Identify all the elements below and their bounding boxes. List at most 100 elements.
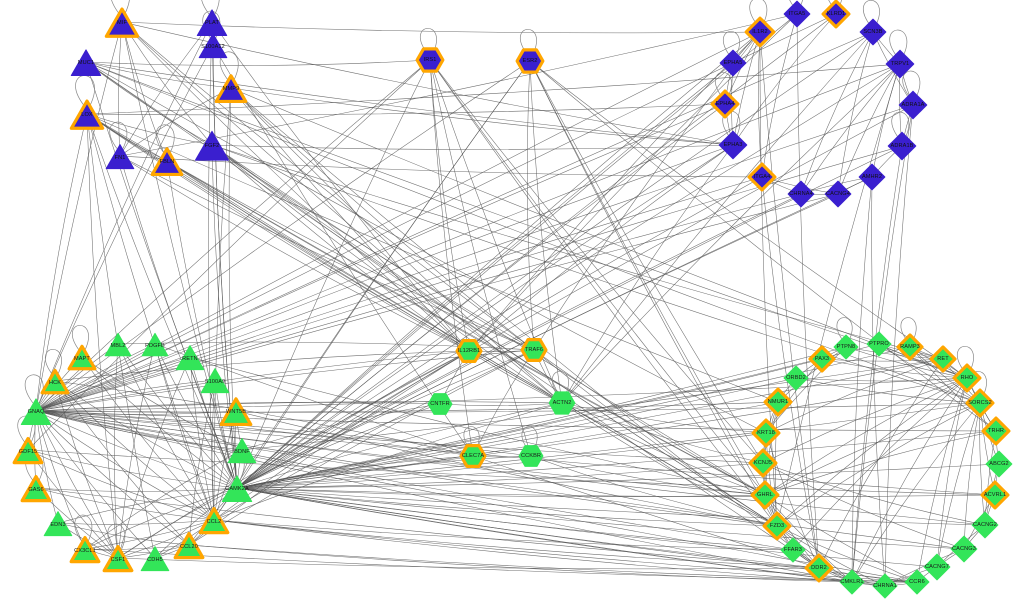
graph-node-s100a9[interactable]: S100A9 [200,365,230,395]
graph-node-ccr6[interactable]: CCR6 [904,569,930,595]
graph-node-krt18[interactable]: KRT18 [751,418,781,448]
graph-node-ramp3[interactable]: RAMP3 [896,333,924,361]
graph-node-edn3[interactable]: EDN3 [43,508,73,538]
graph-node-kcnj5[interactable]: KCNJ5 [748,448,778,478]
graph-node-sorcs2[interactable]: SORCS2 [965,388,995,418]
graph-node-ptpn8[interactable]: PTPN8 [833,334,859,360]
graph-node-cacng3[interactable]: CACNG3 [950,535,978,563]
graph-node-klrd1[interactable]: KLRD1 [821,0,851,29]
graph-node-actn2[interactable]: ACTN2 [548,389,576,417]
graph-node-muc1[interactable]: MUC1 [70,46,102,78]
graph-node-esr2[interactable]: ESR2 [515,47,545,75]
graph-node-epha3[interactable]: EPHA3 [718,130,748,160]
graph-node-lox[interactable]: LOX [69,97,105,131]
graph-node-mbl2[interactable]: MBL2 [104,330,132,358]
graph-node-wnt5b[interactable]: WNT5B [219,395,253,427]
graph-node-amhr2[interactable]: AMHR2 [858,163,886,191]
graph-node-itga5[interactable]: ITGA5 [783,0,811,28]
edge [119,13,798,157]
graph-node-nmur1[interactable]: NMUR1 [763,387,793,417]
edge [113,343,119,559]
graph-node-cdh5[interactable]: CDH5 [140,543,170,573]
edge [916,377,968,583]
self-loop-edge [723,30,740,57]
graph-node-pdgfb[interactable]: PDGFB [141,330,169,358]
graph-node-ffar3[interactable]: FFAR3 [780,537,806,563]
edge [189,356,215,521]
edge [27,449,996,496]
edge [764,377,968,496]
graph-node-fn1[interactable]: FN1 [105,141,135,171]
graph-node-gdf15[interactable]: GDF15 [12,435,44,465]
graph-node-pax3[interactable]: PAX3 [808,345,836,373]
edge [529,60,563,404]
graph-node-clec7a[interactable]: CLEC7A [459,443,487,469]
graph-node-acvrl1[interactable]: ACVRL1 [980,480,1010,510]
graph-node-gas6[interactable]: GAS6 [20,473,52,503]
graph-node-irs1[interactable]: IRS1 [415,46,445,74]
self-loop-edge [957,345,974,372]
graph-node-trpv1[interactable]: TRPV1 [885,49,915,79]
edge [761,13,798,178]
self-loop-edge [109,121,128,149]
self-loop-edge [463,426,480,450]
graph-node-gnaq[interactable]: GNAQ [20,395,52,427]
edge [86,113,215,521]
edge [533,31,761,351]
edge [236,193,802,489]
edge [241,403,441,451]
edge [241,358,944,451]
edge [85,61,968,379]
graph-node-camk2a[interactable]: CAMK2A [221,472,253,504]
edge [871,176,886,587]
graph-node-mif[interactable]: MIF [104,5,140,39]
edge [86,63,901,115]
graph-node-cckbr[interactable]: CCKBR [518,443,544,469]
edge [35,410,986,526]
edge [85,61,232,89]
graph-node-hck[interactable]: HCK [40,367,70,395]
graph-node-il1r2[interactable]: IL1R2 [744,16,776,48]
edge [54,380,190,546]
graph-node-mmp9[interactable]: MMP9 [214,72,248,104]
graph-node-chrna1[interactable]: CHRNA1 [872,573,898,599]
graph-node-fbln[interactable]: FBLN [150,145,184,177]
graph-node-cmklr1[interactable]: CMKLR1 [839,569,865,595]
edge [468,13,798,352]
graph-node-bdnf[interactable]: BDNF [227,435,257,465]
graph-node-ccl20[interactable]: CCL20 [173,530,205,560]
graph-node-abcg2[interactable]: ABCG2 [985,450,1013,478]
edge [35,410,190,546]
edge [429,59,778,527]
graph-node-ptpro[interactable]: PTPRO [866,331,892,357]
graph-node-adra1b[interactable]: ADRA1B [887,131,917,161]
edge [236,377,968,489]
graph-node-fgf2[interactable]: FGF2 [194,127,230,163]
graph-node-adra1a[interactable]: ADRA1A [898,90,928,120]
graph-node-ddr2[interactable]: DDR2 [804,553,834,583]
graph-node-rho[interactable]: RHO [952,363,982,393]
graph-node-s100a12[interactable]: S100A12 [198,30,228,60]
graph-node-il12rb1[interactable]: IL12RB1 [455,338,483,364]
graph-node-cx3cl1[interactable]: CX3CL1 [69,534,101,564]
graph-node-itga4[interactable]: ITGA4 [747,162,777,192]
graph-node-epha4[interactable]: EPHA4 [710,89,740,119]
edge [117,487,238,559]
edge [236,487,965,550]
self-loop-edge [521,426,538,450]
graph-node-cacng4[interactable]: CACNG4 [824,180,852,208]
edge [35,410,778,527]
graph-node-fzd3[interactable]: FZD3 [762,511,792,541]
edge [35,144,734,412]
edge [909,346,997,432]
graph-node-trhr[interactable]: TRHR [981,416,1011,446]
graph-node-traf6[interactable]: TRAF6 [520,337,548,363]
graph-node-cntfr[interactable]: CNTFR [427,391,453,417]
graph-node-chrna4[interactable]: CHRNA4 [787,180,815,208]
graph-node-csf1[interactable]: CSF1 [102,543,134,573]
graph-node-epha5[interactable]: EPHA5 [719,49,747,77]
graph-node-scn3b[interactable]: SCN3B [859,18,887,46]
graph-node-mapt[interactable]: MAPT [67,343,97,371]
graph-node-ghrl[interactable]: GHRL [750,480,780,510]
edge [35,410,119,559]
